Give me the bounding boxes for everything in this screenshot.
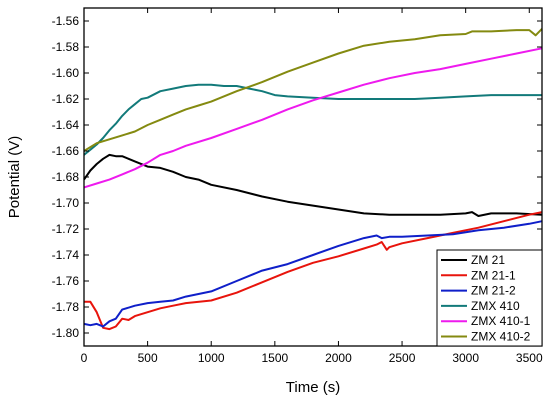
y-axis-title: Potential (V) xyxy=(6,136,23,219)
plot-lines xyxy=(83,28,543,331)
x-tick-label: 2000 xyxy=(325,351,352,365)
legend-label: ZMX 410-1 xyxy=(471,314,531,328)
legend-label: ZM 21-2 xyxy=(471,284,516,298)
series-line-3 xyxy=(83,220,543,328)
y-tick-label: -1.80 xyxy=(52,326,80,340)
x-tick-label: 0 xyxy=(81,351,88,365)
legend-label: ZMX 410 xyxy=(471,299,520,313)
series-line-1 xyxy=(83,153,543,217)
y-tick-label: -1.68 xyxy=(52,170,80,184)
legend-box xyxy=(436,249,543,347)
y-tick-label: -1.70 xyxy=(52,196,80,210)
x-tick-label: 3500 xyxy=(516,351,543,365)
y-tick-label: -1.60 xyxy=(52,66,80,80)
x-axis-title: Time (s) xyxy=(286,379,340,396)
x-tick-label: 1000 xyxy=(198,351,225,365)
axes: 0 500 1000 1500 2000 2500 3000 3500 -1.80 -1.78 -1… xyxy=(52,8,543,365)
y-tick-label: -1.64 xyxy=(52,118,80,132)
y-tick-label: -1.66 xyxy=(52,144,80,158)
series-line-6 xyxy=(83,28,543,152)
x-tick-label: 500 xyxy=(138,351,158,365)
y-tick-label: -1.74 xyxy=(52,248,80,262)
y-tick-label: -1.76 xyxy=(52,274,80,288)
x-tick-label: 2500 xyxy=(389,351,416,365)
series-line-5 xyxy=(83,47,543,189)
y-tick-label: -1.58 xyxy=(52,40,80,54)
y-tick-label: -1.56 xyxy=(52,14,80,28)
x-tick-label: 1500 xyxy=(261,351,288,365)
series-line-2 xyxy=(84,211,543,331)
legend-label: ZM 21-1 xyxy=(471,268,516,282)
y-tick-label: -1.78 xyxy=(52,300,80,314)
legend-label: ZMX 410-2 xyxy=(471,330,531,344)
y-tick-label: -1.72 xyxy=(52,222,80,236)
series-line-4 xyxy=(83,83,542,156)
x-tick-label: 3000 xyxy=(452,351,479,365)
y-tick-label: -1.62 xyxy=(52,92,80,106)
legend-label: ZM 21 xyxy=(471,253,505,267)
